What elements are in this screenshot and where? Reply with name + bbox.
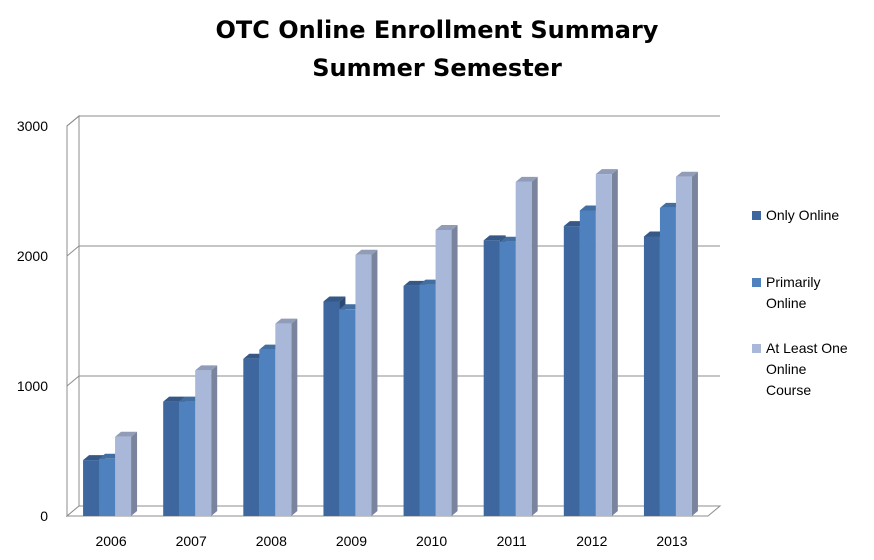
- bar-side: [451, 225, 458, 516]
- bar: [675, 171, 698, 516]
- legend-label: At Least One: [766, 340, 848, 356]
- bar-front: [579, 210, 596, 516]
- bar-side: [371, 249, 378, 516]
- x-tick-label: 2006: [95, 533, 126, 549]
- bar-front: [339, 309, 356, 516]
- legend-entry: Only Online: [752, 207, 839, 223]
- bar-top: [195, 365, 218, 371]
- legend: Only Online Primarily Online At Least One On…: [752, 207, 848, 398]
- legend-label: Course: [766, 382, 811, 398]
- gridline: [66, 245, 720, 257]
- bar-front: [419, 284, 436, 516]
- bar-top: [355, 249, 378, 255]
- gridline: [66, 375, 720, 387]
- bar: [595, 169, 618, 516]
- gridlines: [66, 115, 720, 387]
- bar-top: [163, 396, 186, 402]
- bar-side: [531, 176, 538, 516]
- bar-side: [691, 171, 698, 516]
- bar-front: [259, 349, 276, 516]
- bar-front: [99, 458, 116, 516]
- bar-top: [115, 431, 138, 437]
- bar-side: [291, 318, 298, 516]
- x-tick-label: 2012: [576, 533, 607, 549]
- bar-front: [675, 176, 692, 516]
- plot-walls: [65, 114, 722, 518]
- legend-swatch: [752, 211, 761, 220]
- legend-label: Only Online: [766, 207, 839, 223]
- bar-front: [179, 401, 196, 516]
- bar: [355, 249, 378, 516]
- bar-front: [403, 285, 420, 516]
- x-tick-label: 2010: [416, 533, 447, 549]
- x-tick-label: 2008: [256, 533, 287, 549]
- bar-front: [355, 254, 372, 516]
- bar: [115, 431, 138, 516]
- x-axis-ticks: 2006 2007 2008 2009 2010 2011 2012 2013: [95, 533, 687, 549]
- bar: [515, 176, 538, 516]
- bar-front: [195, 370, 212, 516]
- y-tick-label: 2000: [17, 248, 48, 264]
- bar-front: [643, 236, 660, 516]
- bar-front: [435, 230, 452, 516]
- chart-title-line-2: Summer Semester: [312, 54, 562, 82]
- bar-front: [163, 401, 180, 516]
- bar-side: [131, 431, 138, 516]
- bar-front: [595, 174, 612, 516]
- legend-label: Online: [766, 295, 807, 311]
- legend-entry: Primarily Online: [752, 274, 820, 311]
- bar: [275, 318, 298, 516]
- bar-front: [659, 207, 676, 516]
- bar-front: [275, 323, 292, 516]
- bar-front: [115, 436, 132, 516]
- bar-top: [675, 171, 698, 177]
- y-tick-label: 0: [40, 508, 48, 524]
- bar-top: [483, 235, 506, 241]
- bar-front: [323, 301, 340, 516]
- x-tick-label: 2007: [176, 533, 207, 549]
- legend-swatch: [752, 344, 761, 353]
- bar: [435, 225, 458, 516]
- bars: [83, 169, 698, 516]
- legend-entry: At Least One Online Course: [752, 340, 848, 398]
- bar-front: [563, 226, 580, 516]
- bar-top: [435, 225, 458, 230]
- y-axis-ticks: 0 1000 2000 3000: [17, 118, 48, 524]
- x-tick-label: 2011: [497, 533, 527, 549]
- y-tick-label: 3000: [17, 118, 48, 134]
- x-tick-label: 2013: [656, 533, 687, 549]
- chart-title-line-1: OTC Online Enrollment Summary: [215, 16, 659, 44]
- legend-swatch: [752, 278, 761, 287]
- bar-front: [243, 358, 260, 516]
- gridline: [66, 115, 720, 127]
- bar-front: [499, 241, 516, 516]
- bar-front: [483, 240, 500, 516]
- legend-label: Primarily: [766, 274, 820, 290]
- legend-label: Online: [766, 361, 807, 377]
- bar-top: [515, 176, 538, 182]
- bar-front: [515, 181, 532, 516]
- bar-top: [275, 318, 298, 324]
- bar: [195, 365, 218, 516]
- bar-front: [83, 460, 100, 516]
- bar-side: [211, 365, 218, 516]
- x-tick-label: 2009: [336, 533, 367, 549]
- side-wall: [66, 114, 80, 518]
- bar-side: [611, 169, 618, 516]
- bar-top: [323, 296, 346, 302]
- bar-top: [595, 169, 618, 175]
- y-tick-label: 1000: [17, 378, 48, 394]
